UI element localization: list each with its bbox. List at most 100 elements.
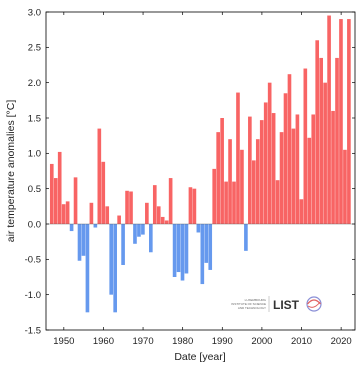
bar-1966 bbox=[125, 190, 129, 224]
bar-1964 bbox=[117, 215, 121, 224]
bar-1992 bbox=[228, 139, 232, 224]
bar-2000 bbox=[259, 120, 264, 224]
bar-1970 bbox=[141, 224, 145, 235]
x-tick-label: 1970 bbox=[132, 336, 153, 347]
x-tick-label: 1980 bbox=[172, 336, 193, 347]
bar-1952 bbox=[69, 224, 74, 232]
bar-1974 bbox=[156, 206, 161, 224]
y-tick-label: 0.0 bbox=[28, 219, 41, 230]
bar-2013 bbox=[311, 114, 316, 224]
bar-1989 bbox=[216, 132, 220, 224]
x-tick-label: 2020 bbox=[331, 336, 352, 347]
logo-subtitle-2: INSTITUTE OF SCIENCE bbox=[231, 302, 266, 306]
bar-1951 bbox=[65, 201, 70, 224]
bar-1972 bbox=[149, 224, 153, 253]
bar-2011 bbox=[303, 68, 308, 224]
bar-1959 bbox=[97, 128, 102, 224]
bar-2016 bbox=[323, 82, 327, 224]
bar-2003 bbox=[271, 113, 276, 224]
bar-1991 bbox=[224, 181, 228, 224]
bar-1973 bbox=[152, 185, 157, 224]
bar-1953 bbox=[73, 177, 78, 224]
logo-name: LIST bbox=[273, 298, 300, 312]
bar-2007 bbox=[287, 74, 292, 224]
bar-2002 bbox=[267, 82, 272, 224]
bar-1986 bbox=[204, 224, 209, 263]
bar-2020 bbox=[339, 19, 343, 224]
logo-subtitle-1: LUXEMBOURG bbox=[245, 298, 267, 302]
bar-2012 bbox=[307, 137, 312, 224]
bar-1995 bbox=[240, 149, 244, 224]
y-tick-label: 2.0 bbox=[28, 78, 41, 89]
bar-1960 bbox=[101, 161, 106, 224]
bar-1968 bbox=[133, 224, 137, 244]
bar-1947 bbox=[49, 163, 54, 224]
y-tick-label: -1.0 bbox=[25, 290, 41, 301]
bar-2021 bbox=[343, 149, 347, 224]
bar-1977 bbox=[168, 178, 173, 224]
bar-1962 bbox=[109, 224, 114, 295]
bar-1990 bbox=[220, 118, 224, 224]
bar-1949 bbox=[57, 151, 62, 224]
y-tick-label: 3.0 bbox=[28, 7, 41, 18]
bar-2004 bbox=[275, 180, 280, 224]
bar-1982 bbox=[188, 187, 193, 224]
x-tick-label: 2010 bbox=[291, 336, 312, 347]
x-axis-ticks: 1950 1960 1970 1980 1990 2000 2010 2020 bbox=[53, 12, 352, 347]
bar-1994 bbox=[236, 92, 240, 224]
y-tick-label: 2.5 bbox=[28, 43, 41, 54]
y-tick-label: -0.5 bbox=[25, 255, 41, 266]
y-tick-label: 1.0 bbox=[28, 149, 41, 160]
bar-1963 bbox=[113, 224, 117, 313]
globe-icon bbox=[306, 296, 322, 312]
x-tick-label: 1950 bbox=[53, 336, 74, 347]
bar-2019 bbox=[335, 57, 339, 225]
bar-1948 bbox=[53, 178, 58, 224]
y-tick-label: 0.5 bbox=[28, 184, 41, 195]
bar-1976 bbox=[164, 220, 169, 224]
x-tick-label: 1990 bbox=[212, 336, 233, 347]
bar-1998 bbox=[252, 160, 256, 224]
bar-2005 bbox=[279, 132, 284, 224]
bar-1950 bbox=[61, 204, 66, 224]
bar-2018 bbox=[331, 110, 335, 224]
bar-1978 bbox=[172, 224, 177, 277]
bar-2010 bbox=[299, 199, 304, 224]
bar-1965 bbox=[121, 224, 125, 265]
bar-1981 bbox=[184, 224, 189, 274]
x-axis-title: Date [year] bbox=[174, 351, 225, 363]
bar-2014 bbox=[315, 40, 320, 224]
x-tick-label: 2000 bbox=[251, 336, 272, 347]
bar-1999 bbox=[255, 139, 260, 224]
bar-1958 bbox=[93, 224, 98, 228]
bar-1955 bbox=[81, 224, 86, 256]
bar-1985 bbox=[200, 224, 205, 285]
bar-1954 bbox=[77, 224, 82, 261]
bar-1956 bbox=[85, 224, 90, 313]
bar-1984 bbox=[196, 224, 201, 233]
y-axis-title: air temperature anomalies [°C] bbox=[5, 100, 17, 243]
bar-1975 bbox=[160, 216, 165, 224]
bar-1983 bbox=[192, 188, 197, 224]
bar-1996 bbox=[244, 224, 248, 251]
bar-1993 bbox=[232, 181, 236, 224]
bar-2001 bbox=[263, 102, 268, 224]
bar-1988 bbox=[212, 168, 217, 224]
bar-1979 bbox=[176, 224, 181, 273]
bar-1980 bbox=[180, 224, 185, 281]
bar-1971 bbox=[145, 202, 149, 224]
y-tick-label: 1.5 bbox=[28, 113, 41, 124]
plot-frame bbox=[45, 11, 356, 331]
bar-2008 bbox=[291, 128, 296, 224]
y-tick-label: -1.5 bbox=[25, 325, 41, 336]
x-tick-label: 1960 bbox=[93, 336, 114, 347]
bar-2017 bbox=[327, 15, 331, 225]
bars-group bbox=[46, 15, 355, 313]
bar-1987 bbox=[208, 224, 213, 270]
bar-2006 bbox=[283, 93, 288, 225]
bar-2022 bbox=[347, 19, 351, 224]
list-logo: LUXEMBOURG INSTITUTE OF SCIENCE AND TECH… bbox=[231, 296, 322, 312]
bar-1969 bbox=[137, 224, 141, 237]
logo-subtitle-3: AND TECHNOLOGY bbox=[238, 306, 266, 310]
